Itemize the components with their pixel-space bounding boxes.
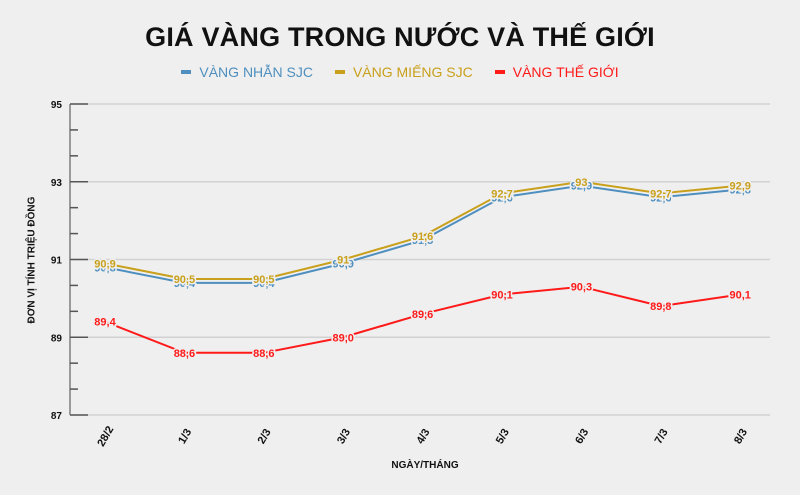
data-label: 92,9 — [571, 181, 592, 193]
series-line — [104, 180, 741, 280]
data-label: 90,4 — [174, 278, 196, 290]
data-label: 90,4 — [253, 278, 275, 290]
y-tick-label: 87 — [51, 411, 63, 422]
x-tick-label: 7/3 — [653, 427, 671, 446]
data-label: 92,8 — [729, 185, 750, 197]
data-label: 90,8 — [94, 262, 115, 274]
data-label: 93 — [575, 177, 587, 189]
data-label: 90,9 — [332, 258, 353, 270]
data-label: 89,4 — [94, 317, 116, 329]
legend-item-vang-nhan: VÀNG NHẪN SJC — [181, 64, 313, 80]
data-label: 90,3 — [571, 282, 592, 294]
chart-legend: VÀNG NHẪN SJC VÀNG MIẾNG SJC VÀNG THẾ GI… — [0, 64, 800, 80]
legend-swatch-blue-icon — [181, 70, 192, 74]
legend-swatch-red-icon — [494, 70, 505, 74]
x-tick-label: 2/3 — [256, 427, 274, 446]
data-label: 89,0 — [332, 332, 353, 344]
data-label: 90,5 — [174, 274, 195, 286]
data-label: 90,1 — [729, 289, 750, 301]
data-label: 92,6 — [491, 192, 512, 204]
y-tick-label: 91 — [51, 256, 63, 267]
legend-item-vang-the-gioi: VÀNG THẾ GIỚI — [494, 64, 619, 80]
x-tick-label: 3/3 — [335, 427, 353, 446]
data-label: 91,5 — [412, 235, 433, 247]
data-label: 91,6 — [412, 231, 433, 243]
legend-label: VÀNG MIẾNG SJC — [352, 64, 473, 80]
data-label: 92,9 — [729, 181, 750, 193]
data-label: 92,7 — [491, 188, 512, 200]
x-tick-label: 28/2 — [95, 424, 116, 449]
data-label: 91 — [337, 255, 349, 267]
series-line — [104, 184, 741, 284]
x-tick-label: 5/3 — [494, 427, 512, 446]
x-tick-label: 6/3 — [573, 427, 591, 446]
data-label: 92,6 — [650, 192, 671, 204]
data-label: 89,8 — [650, 301, 671, 313]
data-label: 90,9 — [94, 258, 115, 270]
x-tick-label: 4/3 — [414, 427, 432, 446]
x-tick-label: 8/3 — [732, 427, 750, 446]
y-tick-label: 89 — [51, 333, 63, 344]
legend-swatch-gold-icon — [334, 70, 345, 74]
y-tick-label: 93 — [51, 178, 63, 189]
data-label: 90,5 — [253, 274, 274, 286]
chart-title: GIÁ VÀNG TRONG NƯỚC VÀ THẾ GIỚI — [145, 22, 655, 52]
x-tick-label: 1/3 — [176, 427, 194, 446]
x-axis-label: NGÀY/THÁNG — [391, 460, 459, 471]
y-tick-label: 95 — [51, 100, 63, 111]
data-label: 88,6 — [253, 348, 274, 360]
legend-item-vang-mieng: VÀNG MIẾNG SJC — [334, 64, 473, 80]
y-axis-label: ĐƠN VỊ TÍNH TRIỆU ĐỒNG — [26, 196, 38, 324]
legend-label: VÀNG NHẪN SJC — [199, 64, 313, 80]
series-line — [104, 285, 741, 354]
data-label: 90,1 — [491, 289, 512, 301]
data-label: 89,6 — [412, 309, 433, 321]
legend-label: VÀNG THẾ GIỚI — [512, 64, 619, 80]
data-label: 88,6 — [174, 348, 195, 360]
data-label: 92,7 — [650, 188, 671, 200]
